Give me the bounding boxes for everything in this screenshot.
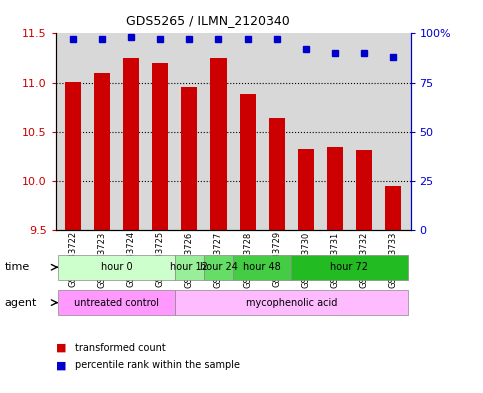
Bar (269, 118, 284, 230)
Text: untreated control: untreated control (74, 298, 159, 308)
Bar (123, 58, 139, 230)
Bar (182, 87, 198, 230)
Bar (94, 73, 110, 230)
Text: time: time (5, 262, 30, 272)
Bar (65, 81, 81, 230)
Text: GDS5265 / ILMN_2120340: GDS5265 / ILMN_2120340 (126, 14, 290, 27)
Text: transformed count: transformed count (75, 343, 166, 353)
Text: hour 72: hour 72 (330, 262, 369, 272)
Text: percentile rank within the sample: percentile rank within the sample (75, 360, 240, 371)
Text: mycophenolic acid: mycophenolic acid (245, 298, 337, 308)
Text: hour 24: hour 24 (199, 262, 238, 272)
Text: ■: ■ (56, 343, 66, 353)
Bar (240, 94, 256, 230)
Bar (211, 58, 227, 230)
Text: hour 12: hour 12 (170, 262, 208, 272)
Bar (175, 290, 408, 315)
Text: hour 0: hour 0 (101, 262, 132, 272)
Bar (356, 150, 372, 230)
Bar (291, 255, 408, 280)
Bar (327, 147, 343, 230)
Bar (58, 290, 175, 315)
Text: hour 48: hour 48 (243, 262, 281, 272)
Bar (58, 255, 175, 280)
Bar (298, 149, 314, 230)
Text: agent: agent (5, 298, 37, 308)
Bar (233, 255, 291, 280)
Bar (175, 255, 204, 280)
Bar (152, 63, 168, 230)
Bar (385, 186, 401, 230)
Text: ■: ■ (56, 360, 66, 371)
Bar (204, 255, 233, 280)
